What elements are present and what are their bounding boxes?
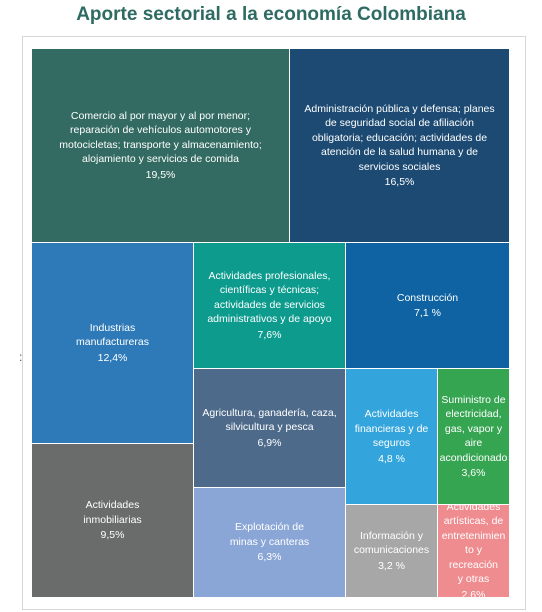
tile-value: 12,4%	[97, 351, 128, 364]
treemap-tile: Información y comunicaciones 3,2 %	[346, 505, 437, 597]
chart-frame: Comercio al por mayor y al por menor; re…	[22, 36, 526, 610]
tile-label: Explotación de minas y canteras	[229, 521, 310, 548]
treemap-tile: Actividades profesionales, científicas y…	[194, 243, 345, 368]
tile-label: Agricultura, ganadería, caza, silvicultu…	[202, 406, 337, 434]
tile-value: 9,5%	[100, 529, 125, 542]
tile-label: Actividades financieras y de seguros	[354, 408, 429, 449]
tile-label: Actividades inmobiliarias	[83, 499, 142, 526]
treemap-tile: Actividades financieras y de seguros 4,8 …	[346, 369, 437, 504]
tile-label: Construcción	[396, 291, 459, 304]
tile-label: Comercio al por mayor y al por menor; re…	[59, 109, 262, 166]
chart-title: Aporte sectorial a la economía Colombian…	[76, 4, 466, 25]
tile-value: 19,5%	[145, 168, 176, 181]
tile-label: Industrias manufactureras	[76, 321, 149, 349]
tile-value: 7,6%	[257, 328, 282, 341]
treemap-tile: Comercio al por mayor y al por menor; re…	[32, 49, 289, 242]
tile-value: 4,8 %	[378, 452, 405, 465]
tile-value: 6,3%	[257, 551, 282, 564]
tile-label: Actividades profesionales, científicas y…	[207, 269, 332, 326]
tile-label: Administración pública y defensa; planes…	[304, 102, 495, 173]
tile-value: 6,9%	[257, 436, 282, 449]
treemap-tile: Suministro de electricidad, gas, vapor y…	[438, 369, 509, 504]
tile-value: 2,6%	[461, 588, 486, 597]
treemap-tile: Industrias manufactureras 12,4%	[32, 243, 193, 443]
treemap-tile: Actividades artísticas, de entretenimien…	[438, 505, 509, 597]
treemap-tile: Explotación de minas y canteras 6,3%	[194, 488, 345, 597]
treemap-tile: Construcción 7,1 %	[346, 243, 509, 368]
treemap-tile: Agricultura, ganadería, caza, silvicultu…	[194, 369, 345, 487]
tile-value: 3,6%	[461, 467, 486, 479]
tile-value: 7,1 %	[414, 307, 441, 319]
tile-value: 3,2 %	[378, 559, 405, 572]
tile-label: Suministro de electricidad, gas, vapor y…	[439, 393, 508, 464]
treemap-tile: Administración pública y defensa; planes…	[290, 49, 509, 242]
tile-value: 16,5%	[384, 176, 415, 188]
ellipsis-marker: :	[19, 350, 23, 364]
tile-label: Actividades artísticas, de entretenimien…	[441, 505, 506, 586]
tile-label: Información y comunicaciones	[353, 529, 430, 557]
treemap-tile: Actividades inmobiliarias 9,5%	[32, 444, 193, 597]
